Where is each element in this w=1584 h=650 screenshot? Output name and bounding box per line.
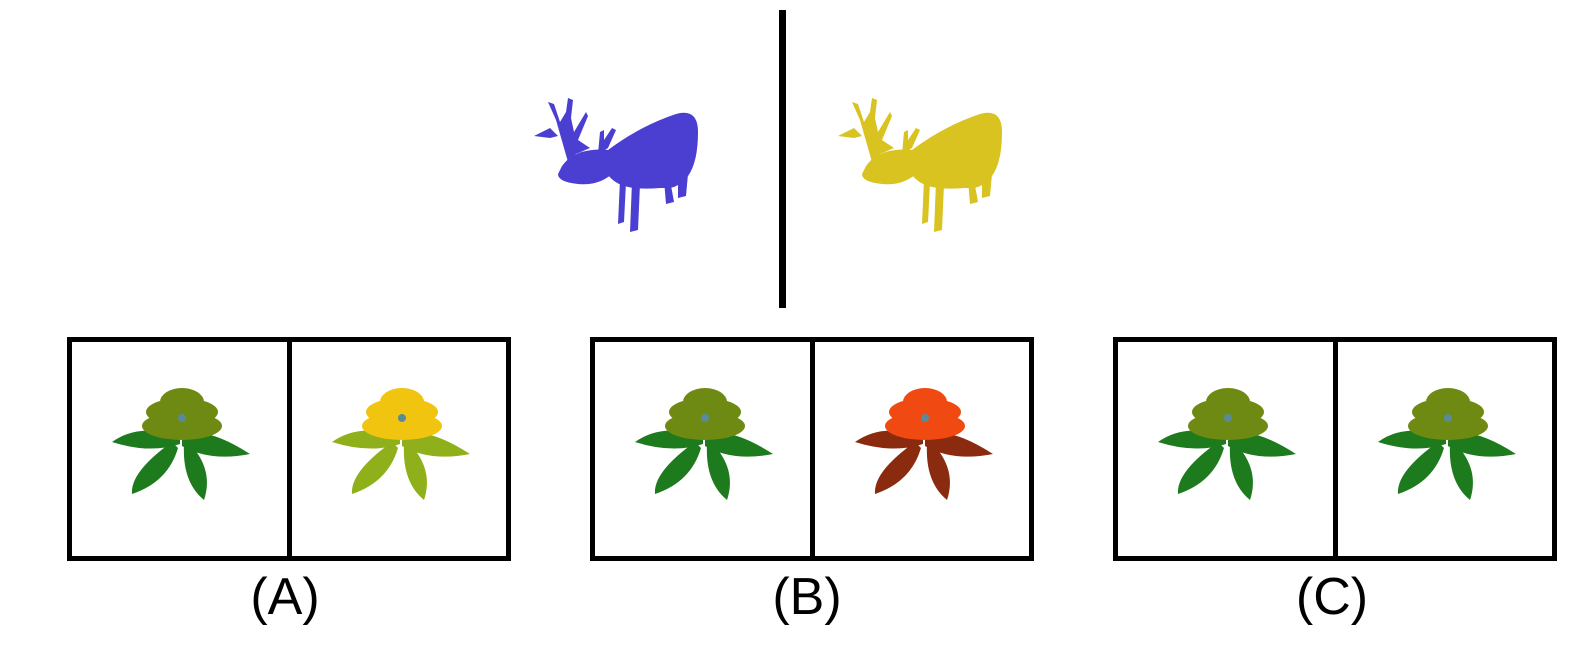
- option-b-panel[interactable]: [590, 337, 1034, 561]
- option-a-right-cell: [292, 342, 506, 556]
- option-c-divider: [1333, 342, 1338, 556]
- option-b-label: (B): [772, 568, 842, 626]
- flower-icon: [332, 388, 470, 500]
- option-b-right-cell: [815, 342, 1029, 556]
- option-a-label: (A): [250, 568, 320, 626]
- option-a-panel[interactable]: [67, 337, 511, 561]
- target-deer-icon: [832, 92, 1007, 242]
- example-divider: [779, 10, 786, 308]
- option-c-label: (C): [1295, 568, 1369, 626]
- option-c-panel[interactable]: [1113, 337, 1557, 561]
- flower-icon: [1158, 388, 1296, 500]
- option-c-right-cell: [1338, 342, 1552, 556]
- option-b-left-cell: [595, 342, 810, 556]
- option-a-divider: [287, 342, 292, 556]
- flower-icon: [855, 388, 993, 500]
- option-a-left-cell: [72, 342, 287, 556]
- option-b-divider: [810, 342, 815, 556]
- flower-icon: [635, 388, 773, 500]
- source-deer-icon: [528, 92, 703, 242]
- option-c-left-cell: [1118, 342, 1333, 556]
- flower-icon: [1378, 388, 1516, 500]
- flower-icon: [112, 388, 250, 500]
